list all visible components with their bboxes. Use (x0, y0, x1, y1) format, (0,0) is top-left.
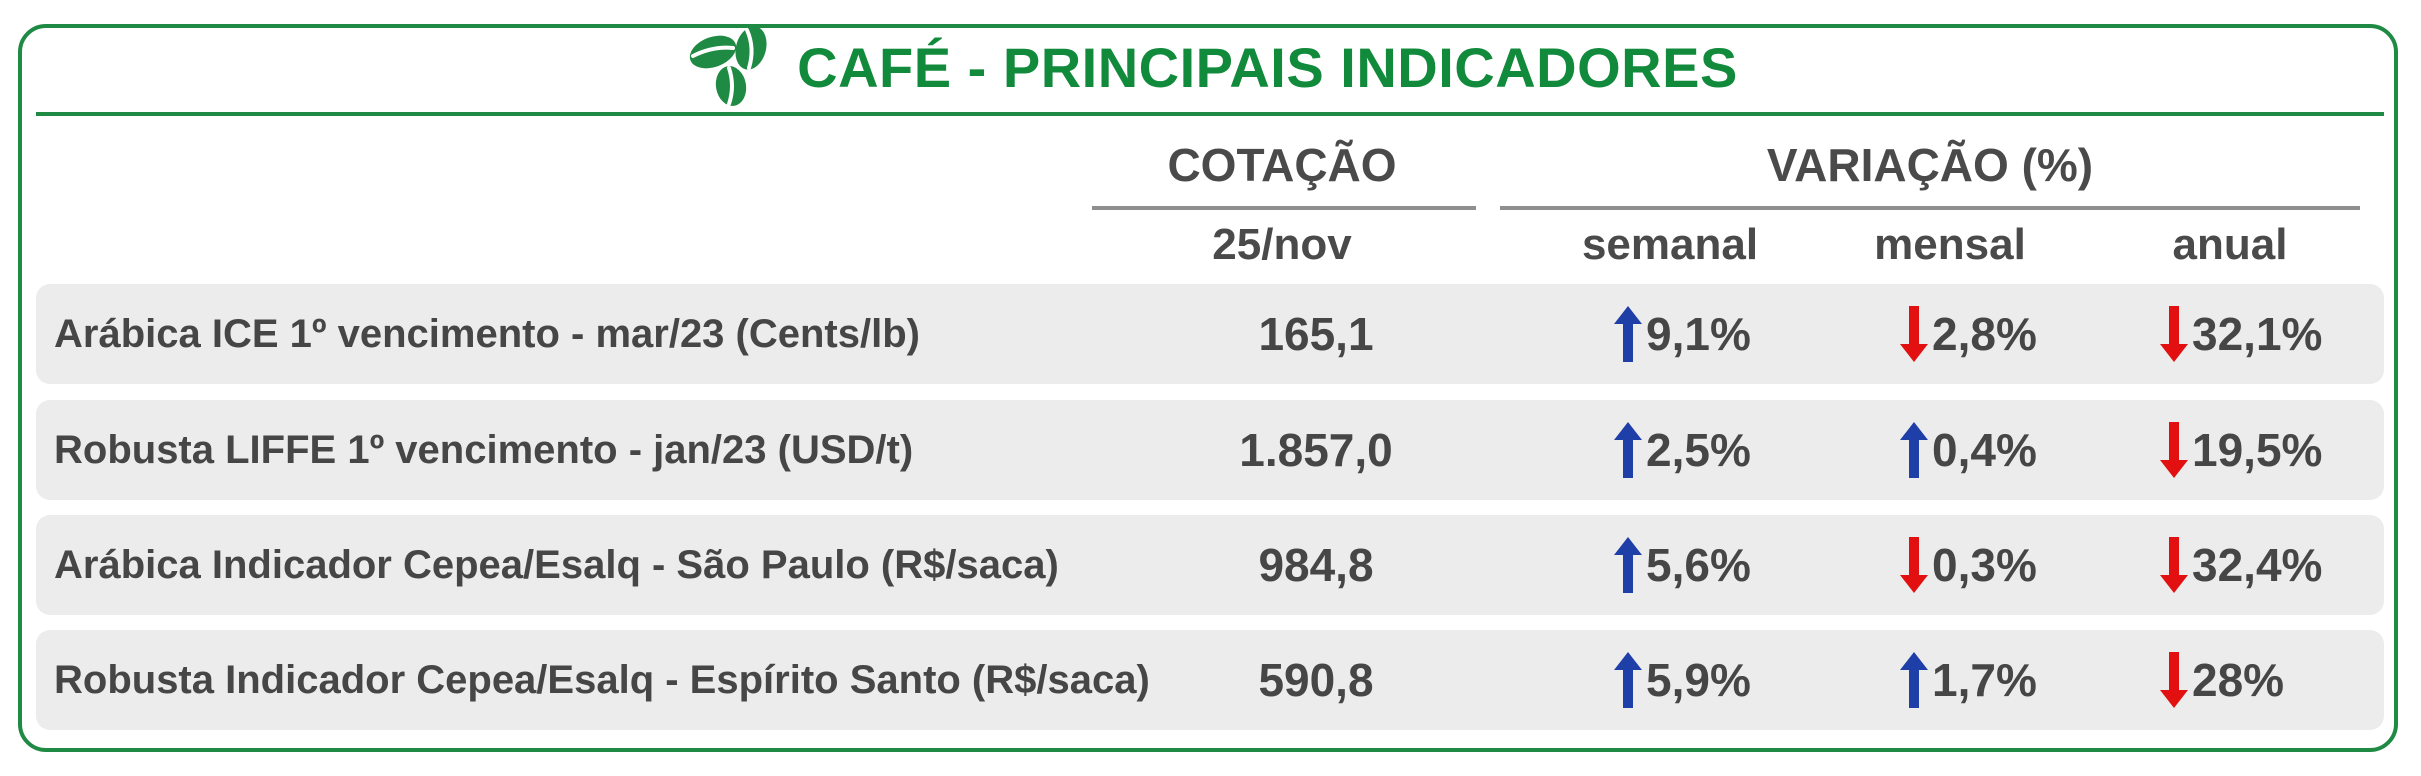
card-frame (18, 24, 2398, 752)
arrow-down-icon (2160, 306, 2188, 362)
row-semanal-variation: 9,1% (1614, 284, 1751, 384)
arrow-up-icon (1614, 306, 1642, 362)
row-price: 165,1 (1258, 308, 1374, 360)
arrow-up-icon (1614, 537, 1642, 593)
title-divider (36, 112, 2384, 116)
arrow-down-icon (1900, 537, 1928, 593)
row-label: Arábica Indicador Cepea/Esalq - São Paul… (54, 543, 1059, 587)
arrow-up-icon (1614, 652, 1642, 708)
row-price: 984,8 (1258, 539, 1374, 591)
table-row: Arábica ICE 1º vencimento - mar/23 (Cent… (36, 284, 2384, 384)
header-anual: anual (2172, 220, 2288, 269)
variacao-rule (1500, 206, 2360, 210)
row-semanal-value: 9,1% (1646, 308, 1751, 360)
table-row: Robusta Indicador Cepea/Esalq - Espírito… (36, 630, 2384, 730)
page-title: CAFÉ - PRINCIPAIS INDICADORES (797, 35, 1738, 99)
arrow-down-icon (2160, 537, 2188, 593)
row-mensal-variation: 0,3% (1900, 515, 2037, 615)
row-semanal-variation: 2,5% (1614, 400, 1751, 500)
row-mensal-value: 1,7% (1932, 654, 2037, 706)
arrow-up-icon (1900, 652, 1928, 708)
coffee-beans-icon (690, 26, 767, 106)
row-label: Robusta Indicador Cepea/Esalq - Espírito… (54, 658, 1150, 702)
row-semanal-value: 2,5% (1646, 424, 1751, 476)
arrow-up-icon (1900, 422, 1928, 478)
row-mensal-variation: 1,7% (1900, 630, 2037, 730)
row-anual-variation: 19,5% (2160, 400, 2322, 500)
row-anual-variation: 32,4% (2160, 515, 2322, 615)
row-anual-variation: 32,1% (2160, 284, 2322, 384)
row-anual-value: 19,5% (2192, 424, 2323, 476)
row-anual-variation: 28% (2160, 630, 2284, 730)
row-mensal-value: 2,8% (1932, 308, 2037, 360)
row-anual-value: 32,4% (2192, 539, 2323, 591)
arrow-down-icon (1900, 306, 1928, 362)
row-semanal-variation: 5,9% (1614, 630, 1751, 730)
row-anual-value: 32,1% (2192, 308, 2323, 360)
row-mensal-value: 0,3% (1932, 539, 2037, 591)
header-cotacao: COTAÇÃO (1167, 139, 1397, 191)
header-semanal: semanal (1581, 220, 1759, 269)
row-semanal-value: 5,6% (1646, 539, 1751, 591)
cotacao-rule (1092, 206, 1476, 210)
title-row: CAFÉ - PRINCIPAIS INDICADORES (0, 26, 2421, 108)
row-semanal-variation: 5,6% (1614, 515, 1751, 615)
header-mensal: mensal (1874, 220, 2026, 269)
header-date: 25/nov (1212, 220, 1352, 269)
arrow-down-icon (2160, 422, 2188, 478)
row-anual-value: 28% (2192, 654, 2285, 706)
arrow-down-icon (2160, 652, 2188, 708)
arrow-up-icon (1614, 422, 1642, 478)
row-mensal-variation: 0,4% (1900, 400, 2037, 500)
row-price: 1.857,0 (1239, 424, 1393, 476)
header-variacao: VARIAÇÃO (%) (1766, 139, 2094, 191)
row-mensal-value: 0,4% (1932, 424, 2037, 476)
table-row: Robusta LIFFE 1º vencimento - jan/23 (US… (36, 400, 2384, 500)
table-row: Arábica Indicador Cepea/Esalq - São Paul… (36, 515, 2384, 615)
row-mensal-variation: 2,8% (1900, 284, 2037, 384)
row-price: 590,8 (1258, 654, 1374, 706)
row-label: Robusta LIFFE 1º vencimento - jan/23 (US… (54, 428, 914, 472)
row-label: Arábica ICE 1º vencimento - mar/23 (Cent… (54, 312, 920, 356)
row-semanal-value: 5,9% (1646, 654, 1751, 706)
